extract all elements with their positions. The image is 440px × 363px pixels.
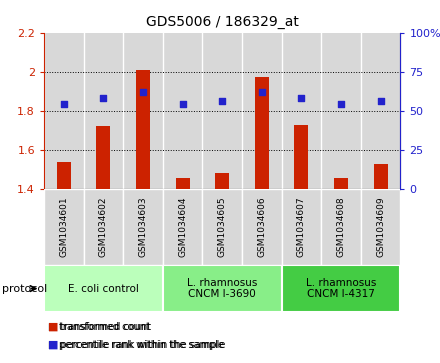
Bar — [242, 189, 282, 265]
Text: GSM1034604: GSM1034604 — [178, 197, 187, 257]
Bar — [163, 265, 282, 312]
Bar — [242, 33, 282, 189]
Text: ■ percentile rank within the sample: ■ percentile rank within the sample — [48, 340, 226, 350]
Bar — [374, 164, 388, 189]
Point — [139, 89, 147, 95]
Bar — [282, 265, 400, 312]
Text: ■ transformed count: ■ transformed count — [48, 322, 151, 332]
Text: protocol: protocol — [2, 284, 48, 294]
Text: GSM1034606: GSM1034606 — [257, 196, 266, 257]
Bar — [321, 33, 361, 189]
Bar — [84, 189, 123, 265]
Bar — [361, 33, 400, 189]
Bar — [44, 265, 163, 312]
Bar — [202, 189, 242, 265]
Text: GSM1034608: GSM1034608 — [337, 196, 345, 257]
Point — [179, 102, 186, 107]
Text: GSM1034603: GSM1034603 — [139, 196, 147, 257]
Text: GSM1034607: GSM1034607 — [297, 196, 306, 257]
Text: percentile rank within the sample: percentile rank within the sample — [59, 340, 224, 350]
Bar — [361, 189, 400, 265]
Bar — [57, 162, 71, 189]
Text: GSM1034601: GSM1034601 — [59, 196, 68, 257]
Bar — [44, 189, 84, 265]
Point — [258, 89, 265, 95]
Bar — [202, 33, 242, 189]
Text: ■: ■ — [48, 340, 59, 350]
Point — [100, 95, 107, 101]
Bar — [282, 189, 321, 265]
Bar — [163, 33, 202, 189]
Bar — [215, 173, 229, 189]
Bar — [44, 33, 84, 189]
Bar — [84, 33, 123, 189]
Text: L. rhamnosus
CNCM I-3690: L. rhamnosus CNCM I-3690 — [187, 278, 257, 299]
Text: transformed count: transformed count — [59, 322, 150, 332]
Text: GSM1034609: GSM1034609 — [376, 196, 385, 257]
Bar — [176, 178, 190, 189]
Point — [377, 98, 384, 104]
Point — [298, 95, 305, 101]
Bar — [294, 125, 308, 189]
Bar — [163, 189, 202, 265]
Text: L. rhamnosus
CNCM I-4317: L. rhamnosus CNCM I-4317 — [306, 278, 376, 299]
Text: E. coli control: E. coli control — [68, 284, 139, 294]
Point — [60, 102, 67, 107]
Bar — [136, 70, 150, 189]
Text: GSM1034602: GSM1034602 — [99, 197, 108, 257]
Text: GSM1034605: GSM1034605 — [218, 196, 227, 257]
Point — [337, 102, 345, 107]
Bar — [96, 126, 110, 189]
Point — [219, 98, 226, 104]
Bar — [123, 189, 163, 265]
Text: ■: ■ — [48, 322, 59, 332]
Bar — [255, 77, 269, 189]
Bar — [282, 33, 321, 189]
Bar — [334, 178, 348, 189]
Bar — [123, 33, 163, 189]
Bar — [321, 189, 361, 265]
Title: GDS5006 / 186329_at: GDS5006 / 186329_at — [146, 15, 299, 29]
